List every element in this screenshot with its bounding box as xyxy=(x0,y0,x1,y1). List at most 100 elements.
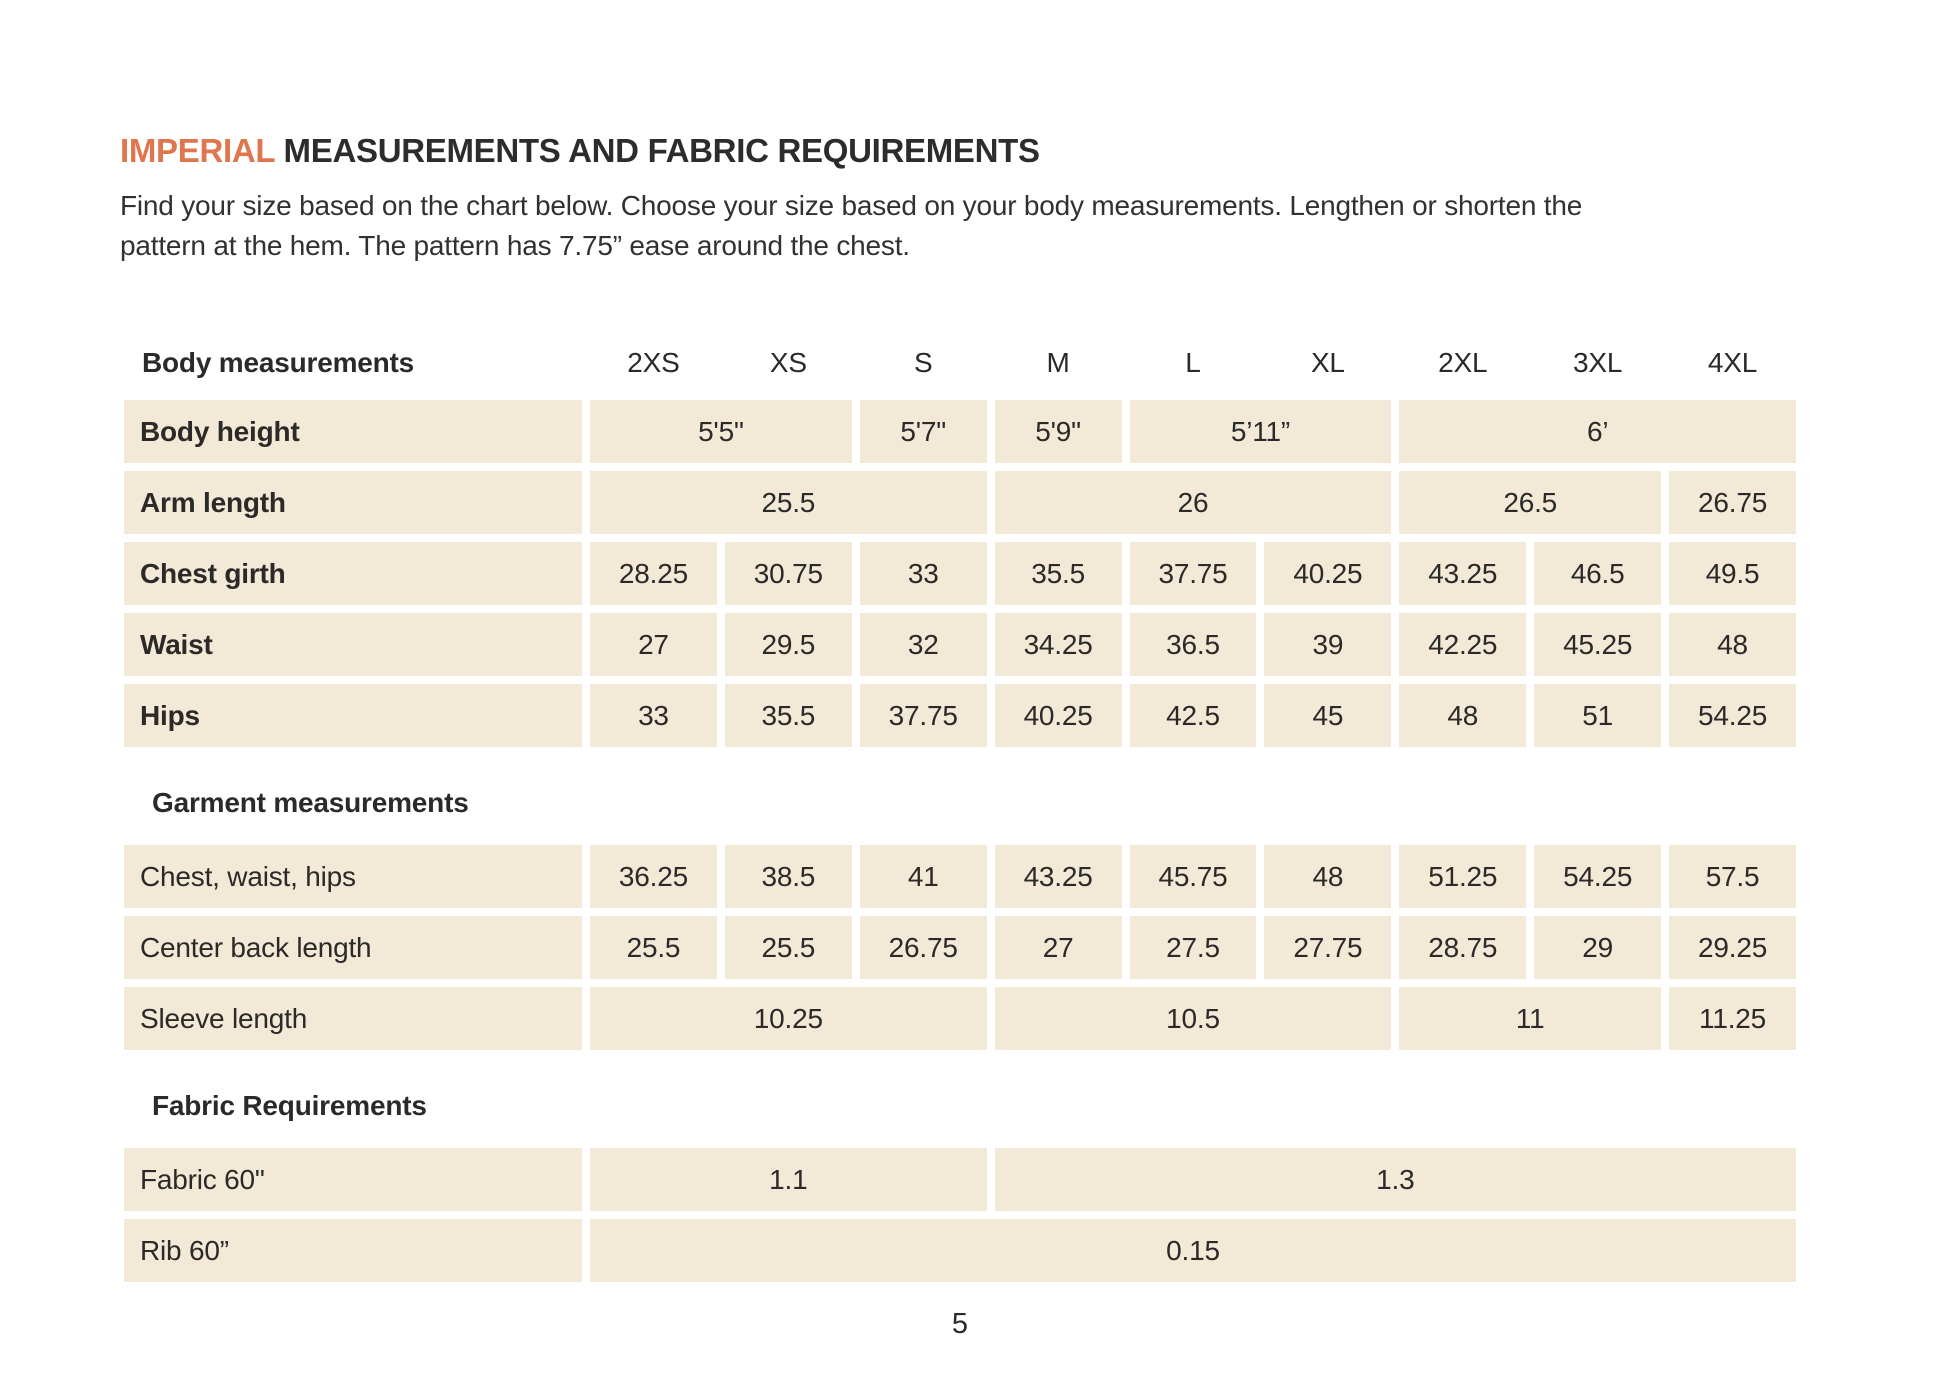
row-label: Chest girth xyxy=(124,542,582,605)
value-cell: 45.25 xyxy=(1534,613,1662,676)
title-rest: MEASUREMENTS AND FABRIC REQUIREMENTS xyxy=(274,132,1040,169)
value-cell: 33 xyxy=(590,684,717,747)
value-cell: 42.25 xyxy=(1399,613,1527,676)
title-highlight: IMPERIAL xyxy=(120,132,275,169)
page-number: 5 xyxy=(951,1308,969,1340)
value-cell: 37.75 xyxy=(859,684,987,747)
value-cell: 26 xyxy=(994,471,1392,534)
value-cell: 38.5 xyxy=(724,845,852,908)
value-cell: 29 xyxy=(1534,916,1662,979)
section-header: Garment measurements xyxy=(152,787,469,818)
value-cell: 48 xyxy=(1669,613,1796,676)
row-label: Center back length xyxy=(124,916,582,979)
size-column-header: S xyxy=(913,347,933,378)
value-cell: 5’11” xyxy=(1129,400,1392,463)
value-cell: 35.5 xyxy=(724,684,852,747)
intro-line-1: Find your size based on the chart below.… xyxy=(120,190,1583,221)
row-label: Arm length xyxy=(124,471,582,534)
value-cell: 39 xyxy=(1264,613,1392,676)
value-cell: 51.25 xyxy=(1399,845,1527,908)
value-cell: 5'7" xyxy=(859,400,987,463)
value-cell: 27.75 xyxy=(1264,916,1392,979)
size-column-header: XL xyxy=(1310,347,1345,378)
size-column-header: 2XS xyxy=(627,347,680,378)
value-cell: 29.5 xyxy=(724,613,852,676)
size-column-header: XS xyxy=(769,347,807,378)
value-cell: 41 xyxy=(859,845,987,908)
table-header-row: Body measurements 2XS XS S M L XL 2XL 3XL 4XL xyxy=(124,342,1796,384)
value-cell: 5'5" xyxy=(590,400,852,463)
value-cell: 45.75 xyxy=(1129,845,1257,908)
value-cell: 26.5 xyxy=(1399,471,1662,534)
table-row: Fabric 60" 1.1 1.3 xyxy=(124,1148,1796,1211)
value-cell: 30.75 xyxy=(724,542,852,605)
value-cell: 36.25 xyxy=(590,845,717,908)
value-cell: 10.25 xyxy=(590,987,987,1050)
table-row: Body height 5'5" 5'7" 5'9" 5’11” 6’ xyxy=(124,400,1796,463)
value-cell: 1.1 xyxy=(590,1148,987,1211)
section-header: Fabric Requirements xyxy=(152,1090,427,1121)
value-cell: 28.25 xyxy=(590,542,717,605)
value-cell: 48 xyxy=(1399,684,1527,747)
value-cell: 11 xyxy=(1399,987,1662,1050)
value-cell: 26.75 xyxy=(1669,471,1796,534)
value-cell: 51 xyxy=(1534,684,1662,747)
value-cell: 46.5 xyxy=(1534,542,1662,605)
value-cell: 0.15 xyxy=(590,1219,1796,1282)
value-cell: 10.5 xyxy=(994,987,1392,1050)
value-cell: 26.75 xyxy=(859,916,987,979)
value-cell: 34.25 xyxy=(994,613,1122,676)
size-chart-table: Body measurements 2XS XS S M L XL 2XL 3XL 4XL Body… xyxy=(124,342,1796,1282)
value-cell: 42.5 xyxy=(1129,684,1257,747)
table-row: Waist 27 29.5 32 34.25 36.5 39 42.25 45.25 48 xyxy=(124,613,1796,676)
value-cell: 11.25 xyxy=(1669,987,1796,1050)
row-label: Rib 60” xyxy=(124,1219,582,1282)
header-body-measurements-label: Body measurements xyxy=(142,347,415,378)
size-column-header: 4XL xyxy=(1707,347,1758,378)
row-label: Body height xyxy=(124,400,582,463)
value-cell: 25.5 xyxy=(724,916,852,979)
size-column-header: 2XL xyxy=(1438,347,1488,378)
value-cell: 33 xyxy=(859,542,987,605)
value-cell: 48 xyxy=(1264,845,1392,908)
table-row: Sleeve length 10.25 10.5 11 11.25 xyxy=(124,987,1796,1050)
value-cell: 37.75 xyxy=(1129,542,1257,605)
value-cell: 29.25 xyxy=(1669,916,1796,979)
table-row: Center back length 25.5 25.5 26.75 27 27.5 27.… xyxy=(124,916,1796,979)
intro-paragraph: Find your size based on the chart below.… xyxy=(120,186,1826,266)
row-label: Hips xyxy=(124,684,582,747)
value-cell: 43.25 xyxy=(994,845,1122,908)
table-row: Chest girth 28.25 30.75 33 35.5 37.75 40.25 43.… xyxy=(124,542,1796,605)
value-cell: 27 xyxy=(590,613,717,676)
row-label: Fabric 60" xyxy=(124,1148,582,1211)
value-cell: 40.25 xyxy=(1264,542,1392,605)
row-label: Chest, waist, hips xyxy=(124,845,582,908)
row-label: Waist xyxy=(124,613,582,676)
size-column-header: 3XL xyxy=(1573,347,1623,378)
value-cell: 6’ xyxy=(1399,400,1796,463)
value-cell: 49.5 xyxy=(1669,542,1796,605)
row-label: Sleeve length xyxy=(124,987,582,1050)
size-column-header: L xyxy=(1185,347,1201,378)
table-row: Rib 60” 0.15 xyxy=(124,1219,1796,1282)
page-title: IMPERIAL MEASUREMENTS AND FABRIC REQUIRE… xyxy=(120,132,1826,170)
table-row: Chest, waist, hips 36.25 38.5 41 43.25 45.75 4… xyxy=(124,845,1796,908)
value-cell: 28.75 xyxy=(1399,916,1527,979)
value-cell: 5'9" xyxy=(994,400,1122,463)
intro-line-2: pattern at the hem. The pattern has 7.75… xyxy=(120,230,910,261)
table-row: Hips 33 35.5 37.75 40.25 42.5 45 48 51 54.25 xyxy=(124,684,1796,747)
value-cell: 40.25 xyxy=(994,684,1122,747)
table-row: Arm length 25.5 26 26.5 26.75 xyxy=(124,471,1796,534)
value-cell: 32 xyxy=(859,613,987,676)
value-cell: 27 xyxy=(994,916,1122,979)
value-cell: 1.3 xyxy=(994,1148,1796,1211)
value-cell: 36.5 xyxy=(1129,613,1257,676)
size-column-header: M xyxy=(1046,347,1070,378)
value-cell: 35.5 xyxy=(994,542,1122,605)
value-cell: 25.5 xyxy=(590,471,987,534)
value-cell: 43.25 xyxy=(1399,542,1527,605)
value-cell: 27.5 xyxy=(1129,916,1257,979)
value-cell: 25.5 xyxy=(590,916,717,979)
value-cell: 57.5 xyxy=(1669,845,1796,908)
